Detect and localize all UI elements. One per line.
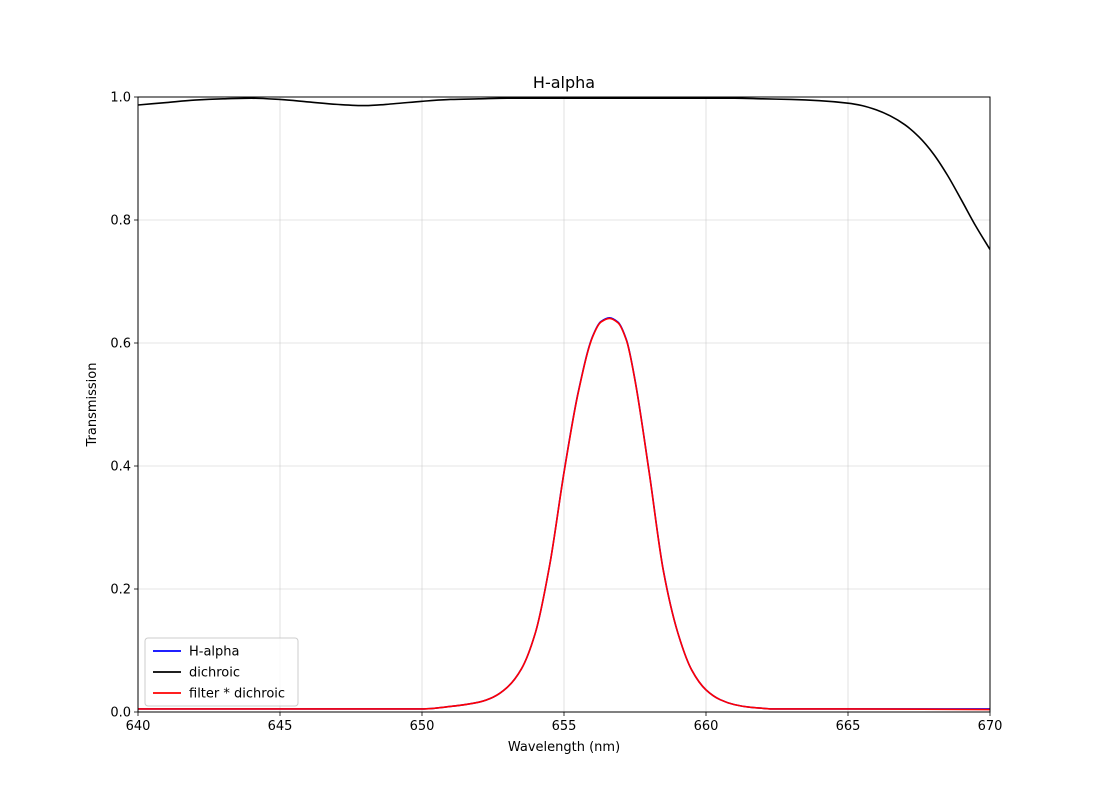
y-tick-label: 0.4	[110, 460, 131, 475]
legend: H-alpha dichroic filter * dichroic	[144, 637, 299, 707]
legend-label-filter-dichroic: filter * dichroic	[189, 687, 285, 702]
legend-label-dichroic: dichroic	[189, 666, 240, 681]
series-line-filter-dichroic	[138, 317, 990, 711]
x-tick-label: 645	[268, 719, 293, 734]
x-axis-label: Wavelength (nm)	[508, 740, 620, 755]
x-tick-label: 670	[978, 719, 1003, 734]
legend-label-h-alpha: H-alpha	[189, 645, 240, 660]
y-tick-label: 0.2	[110, 583, 131, 598]
chart-title: H-alpha	[533, 73, 595, 92]
y-tick-label: 1.0	[110, 91, 131, 106]
x-tick-label: 660	[694, 719, 719, 734]
series-layer	[138, 97, 990, 711]
x-tick-label: 655	[552, 719, 577, 734]
x-tick-label: 640	[126, 719, 151, 734]
y-tick-label: 0.6	[110, 337, 131, 352]
ticks: 640 645 650 655 660 665 670 0.0 0.2 0.4 0.6 0.8 1.0	[110, 91, 1002, 735]
y-axis-label: Transmission	[85, 363, 100, 448]
y-tick-label: 0.8	[110, 214, 131, 229]
y-tick-label: 0.0	[110, 706, 131, 721]
series-line-dichroic	[138, 97, 990, 250]
x-tick-label: 650	[410, 719, 435, 734]
legend-box	[144, 637, 299, 707]
x-tick-label: 665	[836, 719, 861, 734]
